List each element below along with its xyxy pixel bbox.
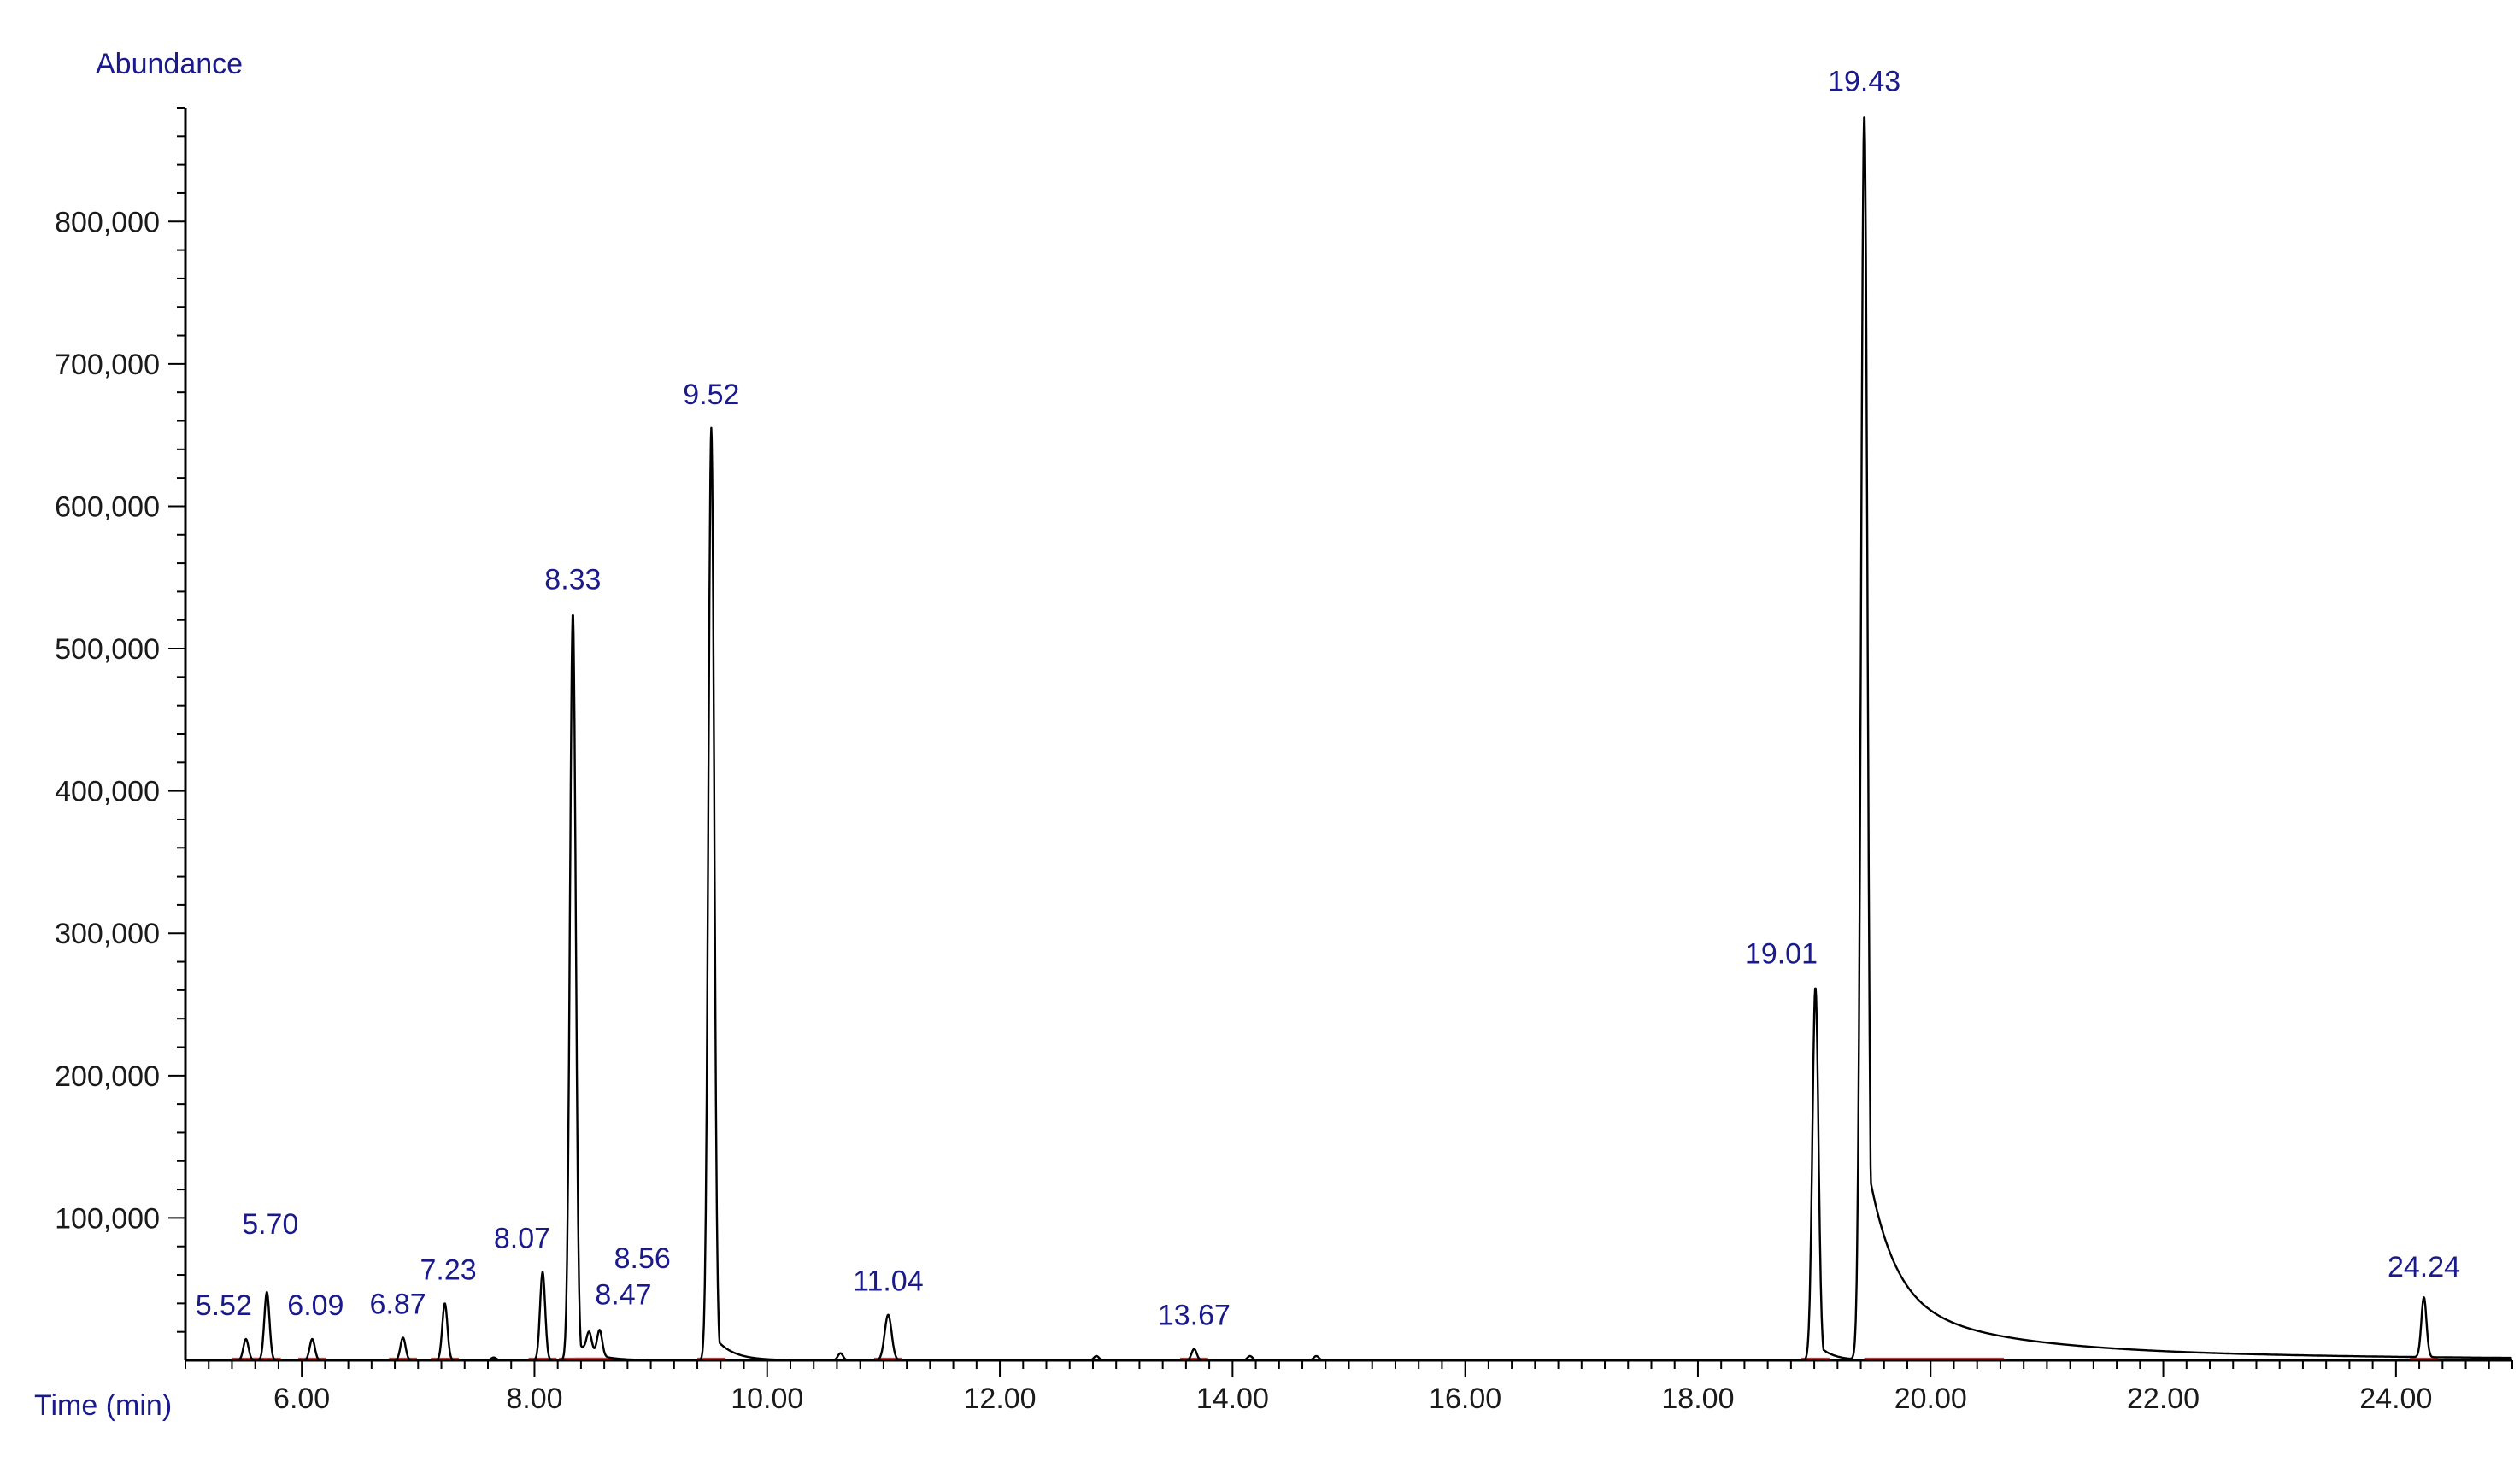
axes: 100,000 200,000 300,000 400,000 500,000 600,0…	[55, 107, 2513, 1415]
x-tick-label: 16.00	[1429, 1383, 1501, 1415]
y-tick-label: 800,000	[55, 206, 160, 238]
x-tick-label: 24.00	[2359, 1383, 2432, 1415]
peak-label: 6.87	[370, 1288, 426, 1320]
y-tick-label: 500,000	[55, 633, 160, 666]
x-tick-label: 6.00	[273, 1383, 330, 1415]
y-tick-label: 700,000	[55, 349, 160, 381]
peak-labels: 5.52 5.70 6.09 6.877.23 8.07 8.33 8.47 8.56 9.52…	[196, 65, 2460, 1331]
x-axis-title: Time (min)	[34, 1389, 172, 1422]
peak-label: 13.67	[1158, 1300, 1231, 1332]
y-tick-label: 200,000	[55, 1060, 160, 1093]
x-tick-label: 14.00	[1196, 1383, 1269, 1415]
peak-label: 9.52	[683, 379, 739, 411]
y-tick-label: 300,000	[55, 918, 160, 950]
peak-label: 8.56	[614, 1242, 671, 1275]
peak-label: 19.43	[1828, 65, 1900, 97]
y-axis-ticks: 100,000 200,000 300,000 400,000 500,000 600,0…	[55, 107, 185, 1333]
peak-label: 5.70	[242, 1208, 298, 1241]
x-tick-label: 22.00	[2127, 1383, 2200, 1415]
x-axis-ticks: 6.00 8.00 10.00 12.00 14.00 16.00 18.00 20.00 22…	[185, 1360, 2513, 1415]
y-tick-label: 400,000	[55, 776, 160, 808]
peak-label: 8.07	[494, 1223, 550, 1255]
peak-label: 6.09	[287, 1289, 344, 1322]
x-tick-label: 8.00	[506, 1383, 562, 1415]
y-axis-title: Abundance	[96, 48, 243, 80]
x-tick-label: 12.00	[964, 1383, 1037, 1415]
x-tick-label: 20.00	[1894, 1383, 1967, 1415]
chromatogram-trace	[208, 116, 2513, 1362]
y-tick-label: 100,000	[55, 1202, 160, 1235]
y-tick-label: 600,000	[55, 490, 160, 523]
peak-label: 24.24	[2388, 1251, 2460, 1283]
peak-label: 11.04	[853, 1265, 924, 1298]
peak-label: 8.47	[595, 1279, 651, 1312]
x-tick-label: 10.00	[731, 1383, 803, 1415]
peak-label: 8.33	[544, 563, 601, 596]
x-tick-label: 18.00	[1661, 1383, 1734, 1415]
peak-label: 19.01	[1745, 938, 1818, 971]
peak-label: 5.52	[196, 1289, 252, 1322]
peak-label: 7.23	[420, 1254, 477, 1286]
